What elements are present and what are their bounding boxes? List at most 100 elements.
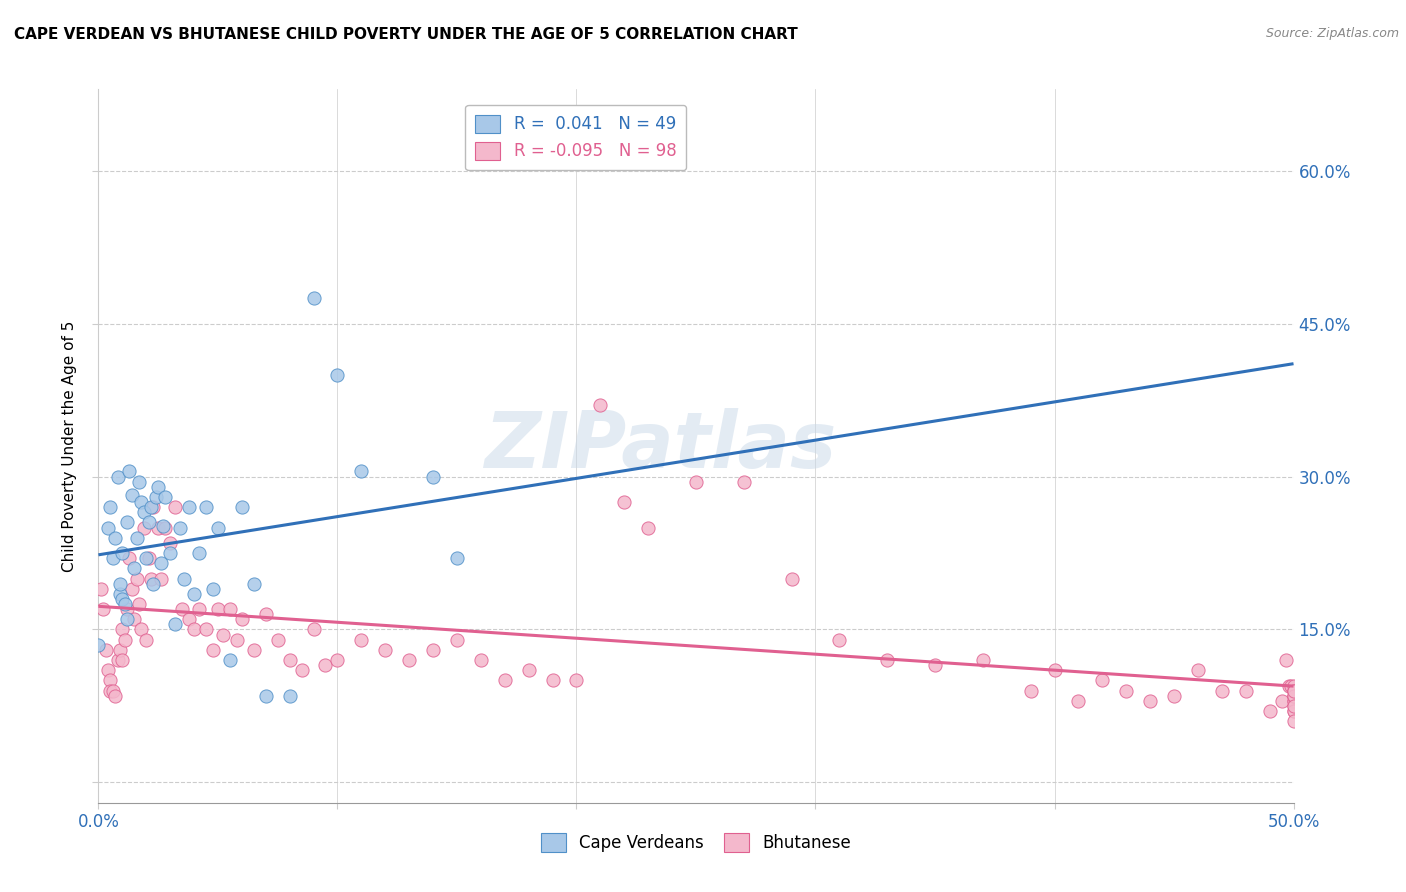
Point xyxy=(446,551,468,566)
Point xyxy=(1282,679,1305,693)
Point xyxy=(278,689,301,703)
Point xyxy=(131,623,153,637)
Point xyxy=(685,475,707,489)
Point xyxy=(422,643,444,657)
Point xyxy=(183,587,205,601)
Point xyxy=(226,632,249,647)
Point xyxy=(131,495,153,509)
Point xyxy=(118,551,141,566)
Point xyxy=(254,607,277,622)
Point xyxy=(350,465,373,479)
Point xyxy=(155,490,177,504)
Point xyxy=(315,658,337,673)
Point xyxy=(1139,694,1161,708)
Point xyxy=(135,632,157,647)
Point xyxy=(107,469,129,483)
Point xyxy=(159,546,181,560)
Point xyxy=(179,612,201,626)
Point xyxy=(173,572,195,586)
Point xyxy=(121,488,143,502)
Point xyxy=(1282,689,1305,703)
Point xyxy=(202,582,225,596)
Point xyxy=(1275,653,1298,667)
Point xyxy=(446,632,468,647)
Point xyxy=(149,572,172,586)
Point xyxy=(183,623,205,637)
Point xyxy=(128,475,150,489)
Point xyxy=(179,500,201,515)
Point xyxy=(114,597,136,611)
Point xyxy=(1282,683,1305,698)
Point xyxy=(1187,663,1209,677)
Point xyxy=(125,531,148,545)
Point xyxy=(169,520,191,534)
Point xyxy=(128,597,150,611)
Point xyxy=(1115,683,1137,698)
Point xyxy=(1278,679,1301,693)
Point xyxy=(108,643,131,657)
Point xyxy=(291,663,314,677)
Point xyxy=(254,689,277,703)
Point xyxy=(207,520,229,534)
Point xyxy=(1091,673,1114,688)
Point xyxy=(152,518,174,533)
Point xyxy=(148,520,170,534)
Point xyxy=(155,520,177,534)
Point xyxy=(149,556,172,570)
Point xyxy=(124,561,146,575)
Point xyxy=(114,632,136,647)
Point xyxy=(111,623,134,637)
Point xyxy=(125,572,148,586)
Point xyxy=(780,572,803,586)
Point xyxy=(101,683,124,698)
Point xyxy=(172,602,194,616)
Point xyxy=(159,536,181,550)
Point xyxy=(733,475,755,489)
Point xyxy=(101,551,124,566)
Point xyxy=(243,576,266,591)
Point xyxy=(207,602,229,616)
Point xyxy=(589,398,612,412)
Point xyxy=(121,582,143,596)
Text: Source: ZipAtlas.com: Source: ZipAtlas.com xyxy=(1265,27,1399,40)
Point xyxy=(326,368,349,382)
Point xyxy=(115,612,138,626)
Point xyxy=(142,576,165,591)
Point xyxy=(972,653,994,667)
Point xyxy=(107,653,129,667)
Point xyxy=(278,653,301,667)
Point xyxy=(1282,689,1305,703)
Point xyxy=(139,572,162,586)
Point xyxy=(231,612,253,626)
Point xyxy=(211,627,233,641)
Point xyxy=(195,500,218,515)
Point xyxy=(1282,698,1305,713)
Point xyxy=(98,673,122,688)
Point xyxy=(118,465,141,479)
Point xyxy=(302,291,325,305)
Point xyxy=(111,653,134,667)
Point xyxy=(202,643,225,657)
Point xyxy=(132,505,155,519)
Point xyxy=(1282,698,1305,713)
Point xyxy=(108,587,131,601)
Point xyxy=(111,546,134,560)
Point xyxy=(422,469,444,483)
Point xyxy=(139,500,162,515)
Point xyxy=(187,602,209,616)
Point xyxy=(104,689,127,703)
Point xyxy=(1271,694,1294,708)
Point xyxy=(565,673,588,688)
Point xyxy=(219,602,242,616)
Point xyxy=(111,591,134,606)
Point xyxy=(517,663,540,677)
Point xyxy=(326,653,349,667)
Point xyxy=(1282,694,1305,708)
Point xyxy=(613,495,636,509)
Text: ZIPatlas: ZIPatlas xyxy=(484,408,837,484)
Point xyxy=(163,500,186,515)
Point xyxy=(374,643,396,657)
Point xyxy=(1282,689,1305,703)
Point xyxy=(104,531,127,545)
Point xyxy=(302,623,325,637)
